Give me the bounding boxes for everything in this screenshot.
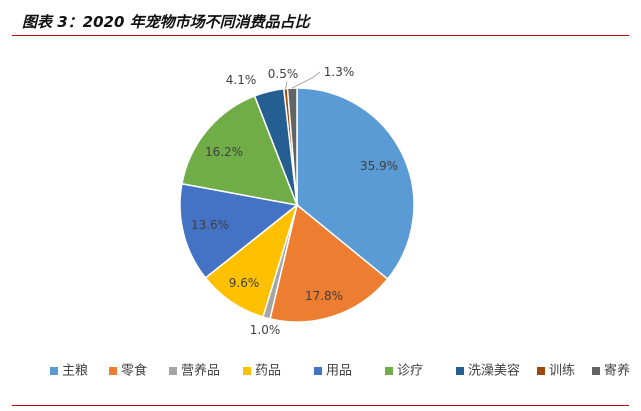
leader-line-9 (291, 71, 321, 89)
pie-slice-5 (179, 182, 299, 279)
data-label-6: 16.2% (205, 145, 243, 159)
legend-label-5: 用品 (326, 364, 352, 379)
legend-item-3: 营养品 (169, 363, 220, 379)
legend-swatch-7 (456, 367, 464, 375)
data-label-4: 9.6% (229, 276, 260, 290)
bottom-divider (12, 405, 629, 406)
data-label-2: 17.8% (305, 289, 343, 303)
legend-swatch-5 (314, 367, 322, 375)
legend-swatch-3 (169, 367, 177, 375)
legend-item-6: 诊疗 (385, 364, 423, 379)
legend-swatch-2 (109, 367, 117, 375)
legend-label-3: 营养品 (181, 363, 220, 379)
legend-item-5: 用品 (314, 364, 352, 379)
pie-slice-2 (269, 203, 389, 323)
data-labels: 35.9% 17.8% 1.0% 9.6% 13.6% 16.2% 4.1% 0.5% 1.3% (191, 65, 398, 337)
legend-label-9: 寄养 (604, 363, 630, 379)
legend-label-6: 诊疗 (397, 364, 423, 379)
legend-label-7: 洗澡美容 (468, 363, 520, 379)
legend-label-1: 主粮 (62, 364, 88, 379)
legend-label-2: 零食 (121, 363, 147, 379)
leader-lines (285, 71, 321, 89)
data-label-8: 0.5% (268, 67, 299, 81)
figure-title: 图表 3：2020 年宠物市场不同消费品占比 (22, 13, 310, 31)
legend-swatch-8 (537, 367, 545, 375)
data-label-9: 1.3% (324, 65, 355, 79)
data-label-3: 1.0% (250, 323, 281, 337)
legend-swatch-9 (592, 367, 600, 375)
legend: 主粮 零食 营养品 药品 用品 诊疗 洗澡美容 训练 寄养 (50, 363, 630, 379)
legend-swatch-1 (50, 367, 58, 375)
legend-swatch-6 (385, 367, 393, 375)
legend-item-7: 洗澡美容 (456, 363, 520, 379)
data-label-1: 35.9% (360, 159, 398, 173)
legend-label-4: 药品 (255, 364, 281, 379)
pie-slice-6 (181, 94, 299, 206)
legend-item-1: 主粮 (50, 364, 88, 379)
legend-item-8: 训练 (537, 364, 575, 379)
legend-label-8: 训练 (549, 364, 575, 379)
top-divider (12, 35, 629, 36)
legend-item-9: 寄养 (592, 363, 630, 379)
data-label-7: 4.1% (226, 73, 257, 87)
data-label-5: 13.6% (191, 218, 229, 232)
pie-slice-1 (296, 87, 415, 281)
legend-swatch-4 (243, 367, 251, 375)
legend-item-4: 药品 (243, 364, 281, 379)
pie-slices (179, 87, 415, 323)
legend-item-2: 零食 (109, 363, 147, 379)
leader-line-8 (285, 81, 288, 89)
